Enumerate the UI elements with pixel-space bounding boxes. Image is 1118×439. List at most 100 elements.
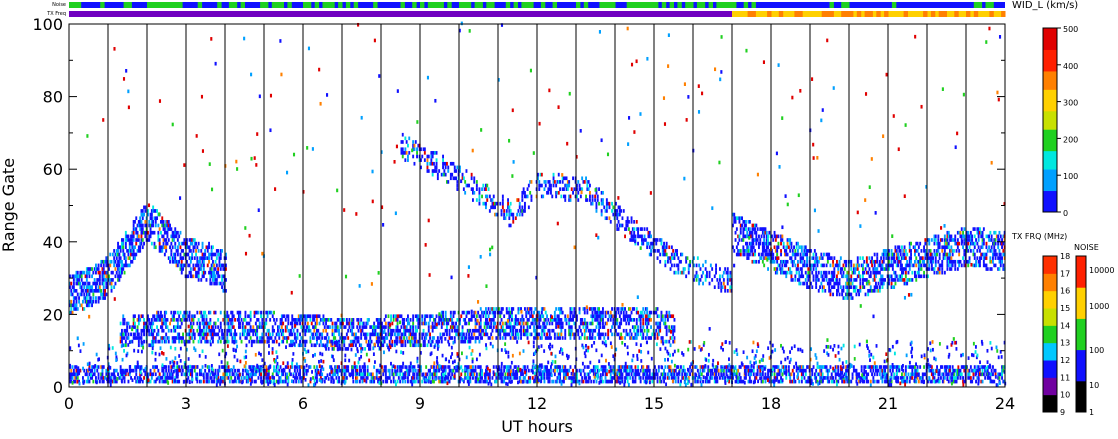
data-point: [531, 376, 534, 380]
data-point: [517, 318, 520, 322]
data-point: [410, 332, 413, 337]
data-point: [833, 368, 836, 373]
data-point: [132, 238, 135, 242]
data-point: [218, 274, 221, 279]
data-point: [815, 379, 818, 384]
data-point: [336, 372, 339, 377]
data-point: [381, 343, 383, 348]
data-point: [590, 328, 593, 333]
data-point: [469, 339, 472, 344]
data-point: [156, 310, 158, 315]
data-point: [444, 379, 447, 384]
noise-strip-segment: [529, 2, 534, 8]
data-point: [204, 252, 207, 257]
data-point: [387, 321, 390, 326]
data-point: [214, 368, 217, 373]
data-point: [901, 372, 903, 377]
data-point: [927, 379, 929, 384]
data-point: [98, 278, 101, 282]
data-point: [1002, 365, 1005, 369]
data-point: [581, 321, 584, 326]
data-point: [183, 310, 186, 315]
data-point: [274, 321, 277, 326]
data-point: [95, 263, 97, 268]
data-point: [647, 318, 650, 322]
data-point: [228, 379, 231, 384]
data-point: [767, 376, 769, 380]
data-point: [334, 368, 337, 373]
data-point: [707, 365, 710, 369]
data-point: [455, 365, 457, 369]
data-point: [722, 372, 725, 377]
data-point: [955, 376, 958, 380]
data-point: [87, 303, 90, 308]
data-point: [148, 332, 151, 337]
data-point: [421, 379, 424, 384]
data-point: [247, 372, 249, 377]
data-point: [440, 336, 443, 340]
data-point: [556, 368, 559, 373]
data-point: [919, 365, 922, 369]
data-point: [399, 314, 402, 319]
data-point: [200, 267, 203, 271]
data-point: [520, 328, 522, 333]
data-point: [560, 321, 563, 326]
data-point: [456, 325, 459, 329]
data-point: [377, 318, 379, 322]
data-point: [664, 365, 667, 369]
data-point: [124, 238, 127, 242]
data-point: [375, 318, 378, 322]
data-point: [729, 368, 732, 373]
data-point: [501, 325, 504, 329]
data-point: [163, 310, 166, 315]
data-point: [76, 307, 79, 311]
data-point: [251, 328, 253, 333]
data-point: [312, 314, 314, 319]
data-point: [551, 328, 554, 333]
data-point: [167, 368, 170, 373]
data-point: [537, 318, 539, 322]
data-point: [595, 318, 598, 322]
data-point: [160, 220, 162, 224]
data-point: [132, 230, 135, 235]
data-point: [417, 314, 420, 319]
data-point: [148, 372, 151, 377]
data-point: [117, 278, 119, 282]
data-point: [927, 365, 929, 369]
data-point: [141, 209, 144, 213]
data-point: [455, 321, 457, 326]
data-point: [192, 339, 195, 344]
data-point: [137, 220, 140, 224]
data-point: [273, 376, 275, 380]
data-point: [425, 332, 428, 337]
data-point: [217, 372, 220, 377]
data-point: [150, 212, 153, 217]
data-point: [553, 314, 556, 319]
data-point: [642, 365, 645, 369]
data-point: [251, 368, 253, 373]
data-point: [581, 332, 584, 337]
data-point: [163, 252, 166, 257]
data-point: [478, 328, 481, 333]
data-point: [529, 190, 532, 195]
data-point: [451, 172, 454, 177]
data-point: [265, 332, 268, 337]
data-point: [397, 376, 400, 380]
data-point: [261, 336, 264, 340]
data-point: [977, 365, 980, 369]
data-point: [421, 336, 424, 340]
data-point: [83, 292, 86, 297]
data-point: [594, 318, 597, 322]
data-point: [804, 379, 807, 384]
data-point: [391, 368, 394, 373]
data-point: [453, 336, 456, 340]
data-point: [438, 339, 441, 344]
data-point: [617, 379, 620, 384]
data-point: [256, 325, 259, 329]
data-point: [316, 376, 318, 380]
noise-strip-segment: [486, 2, 491, 8]
data-point: [746, 368, 749, 373]
noise-strip-segment: [642, 2, 647, 8]
data-point: [123, 256, 126, 260]
data-point: [399, 328, 402, 333]
